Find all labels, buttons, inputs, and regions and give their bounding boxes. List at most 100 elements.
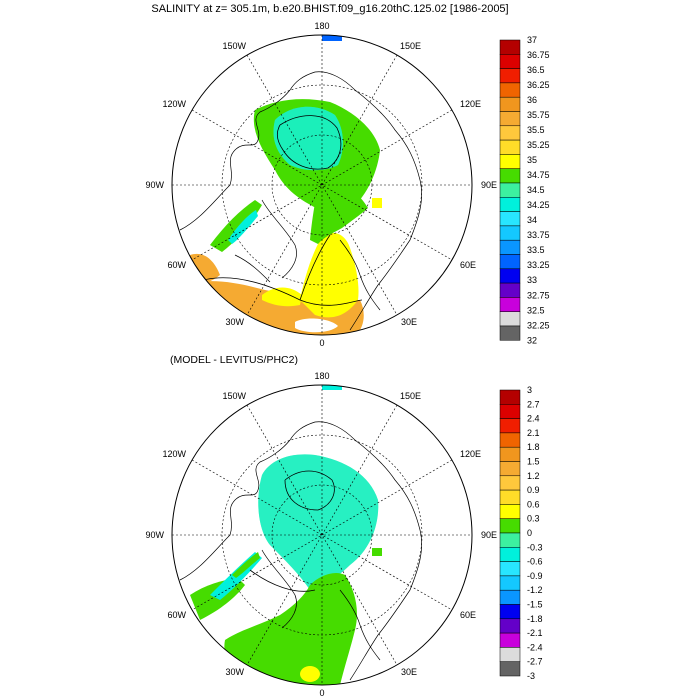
bottom-colorbar-label: -1.2: [527, 585, 543, 595]
top-colorbar-swatch: [499, 254, 521, 270]
top-colorbar-swatch: [499, 111, 521, 127]
top-colorbar-label: 36.5: [527, 65, 545, 75]
top-colorbar-label: 36: [527, 95, 537, 105]
bottom-colorbar-label: -2.1: [527, 628, 543, 638]
bottom-colorbar-swatch: [499, 446, 521, 462]
top-lon-180: 180: [314, 21, 329, 31]
bottom-polar-map: 180 150E 120E 90E 60E 30E 0 30W 60W 90W …: [145, 371, 497, 698]
top-colorbar-swatch: [499, 268, 521, 284]
bottom-colorbar-label: 1.5: [527, 457, 540, 467]
top-colorbar-swatch: [499, 211, 521, 227]
top-colorbar-label: 36.75: [527, 50, 550, 60]
bottom-colorbar-label: -2.4: [527, 642, 543, 652]
top-map-title: SALINITY at z= 305.1m, b.e20.BHIST.f09_g…: [151, 3, 509, 15]
top-colorbar-label: 37: [527, 35, 537, 45]
top-colorbar-label: 34.25: [527, 200, 550, 210]
bottom-lon-150w: 150W: [222, 391, 246, 401]
top-polar-map: 180 150E 120E 90E 60E 30E 0 30W 60W 90W …: [145, 21, 497, 348]
top-colorbar-swatch: [499, 82, 521, 98]
top-colorbar-label: 34.5: [527, 185, 545, 195]
bottom-colorbar-label: 0.9: [527, 485, 540, 495]
bottom-map-title: (MODEL - LEVITUS/PHC2): [170, 354, 298, 366]
bottom-lon-30e: 30E: [401, 667, 417, 677]
top-colorbar-swatch: [499, 154, 521, 169]
bottom-colorbar-swatch: [499, 389, 521, 405]
top-lon-90e: 90E: [481, 180, 497, 190]
bottom-colorbar-label: -1.8: [527, 614, 543, 624]
top-colorbar-swatch: [499, 125, 521, 141]
top-colorbar: 37 36.75 36.5 36.25 36 35.75 35.5 35.25 35 34.75 3…: [499, 35, 550, 345]
bottom-colorbar-swatch: [499, 504, 521, 519]
bottom-colorbar-label: -0.3: [527, 542, 543, 552]
bottom-map-border: [171, 384, 473, 686]
bottom-lon-150e: 150E: [400, 391, 421, 401]
top-lon-120w: 120W: [162, 99, 186, 109]
top-colorbar-label: 33.75: [527, 230, 550, 240]
bottom-colorbar-label: 0.3: [527, 514, 540, 524]
top-colorbar-label: 35.75: [527, 110, 550, 120]
bottom-difference-field: [179, 385, 423, 685]
top-graticule: [172, 35, 472, 335]
top-colorbar-label: 34: [527, 215, 537, 225]
bottom-colorbar-swatch: [499, 604, 521, 620]
bottom-colorbar-swatch: [499, 561, 521, 577]
bottom-colorbar-label: 2.1: [527, 428, 540, 438]
bottom-colorbar: 3 2.7 2.4 2.1 1.8 1.5 1.2 0.9 0.6 0.3 0 -0.3 -0.6 -0.…: [499, 385, 543, 681]
top-colorbar-swatch: [499, 297, 521, 312]
bottom-colorbar-swatch: [499, 618, 521, 634]
bottom-lon-120e: 120E: [460, 449, 481, 459]
top-lon-150e: 150E: [400, 41, 421, 51]
bottom-lon-60w: 60W: [167, 610, 186, 620]
bottom-colorbar-swatch: [499, 489, 521, 505]
bottom-colorbar-label: -0.6: [527, 557, 543, 567]
bottom-colorbar-label: -0.9: [527, 571, 543, 581]
top-colorbar-label: 32: [527, 335, 537, 345]
bottom-lon-30w: 30W: [225, 667, 244, 677]
bottom-colorbar-swatch: [499, 532, 521, 548]
top-colorbar-label: 32.25: [527, 320, 550, 330]
bottom-colorbar-label: 2.7: [527, 399, 540, 409]
bottom-colorbar-swatch: [499, 547, 521, 562]
top-colorbar-swatch: [499, 54, 521, 69]
top-lon-90w: 90W: [145, 180, 164, 190]
top-colorbar-swatch: [499, 225, 521, 241]
top-lon-60w: 60W: [167, 260, 186, 270]
bottom-colorbar-label: -2.7: [527, 657, 543, 667]
top-lon-60e: 60E: [460, 260, 476, 270]
bottom-colorbar-swatch: [499, 432, 521, 448]
bottom-colorbar-swatch: [499, 647, 521, 662]
top-colorbar-label: 32.75: [527, 290, 550, 300]
top-colorbar-swatch: [499, 68, 521, 84]
bottom-colorbar-swatch: [499, 661, 521, 677]
bottom-lon-90w: 90W: [145, 530, 164, 540]
bottom-colorbar-swatch: [499, 475, 521, 491]
bottom-graticule: [172, 385, 472, 685]
bottom-lon-180: 180: [314, 371, 329, 381]
bottom-colorbar-label: 0.6: [527, 499, 540, 509]
bottom-colorbar-swatch: [499, 404, 521, 419]
top-colorbar-swatch: [499, 139, 521, 155]
top-colorbar-swatch: [499, 311, 521, 327]
top-colorbar-label: 32.5: [527, 305, 545, 315]
top-colorbar-swatch: [499, 197, 521, 212]
top-colorbar-label: 33.25: [527, 260, 550, 270]
top-colorbar-swatch: [499, 239, 521, 255]
bottom-colorbar-swatch: [499, 518, 521, 534]
top-colorbar-swatch: [499, 182, 521, 198]
top-colorbar-swatch: [499, 325, 521, 341]
top-lon-0: 0: [319, 338, 324, 348]
bottom-colorbar-swatch: [499, 589, 521, 605]
top-colorbar-label: 35: [527, 155, 537, 165]
top-colorbar-label: 35.5: [527, 125, 545, 135]
bottom-colorbar-label: 0: [527, 528, 532, 538]
top-colorbar-label: 35.25: [527, 140, 550, 150]
bottom-lon-60e: 60E: [460, 610, 476, 620]
bottom-colorbar-swatch: [499, 418, 521, 434]
top-colorbar-swatch: [499, 168, 521, 184]
top-lon-30w: 30W: [225, 317, 244, 327]
top-lon-120e: 120E: [460, 99, 481, 109]
top-colorbar-label: 33: [527, 275, 537, 285]
top-colorbar-swatch: [499, 282, 521, 298]
top-colorbar-label: 33.5: [527, 245, 545, 255]
bottom-colorbar-label: 2.4: [527, 414, 540, 424]
